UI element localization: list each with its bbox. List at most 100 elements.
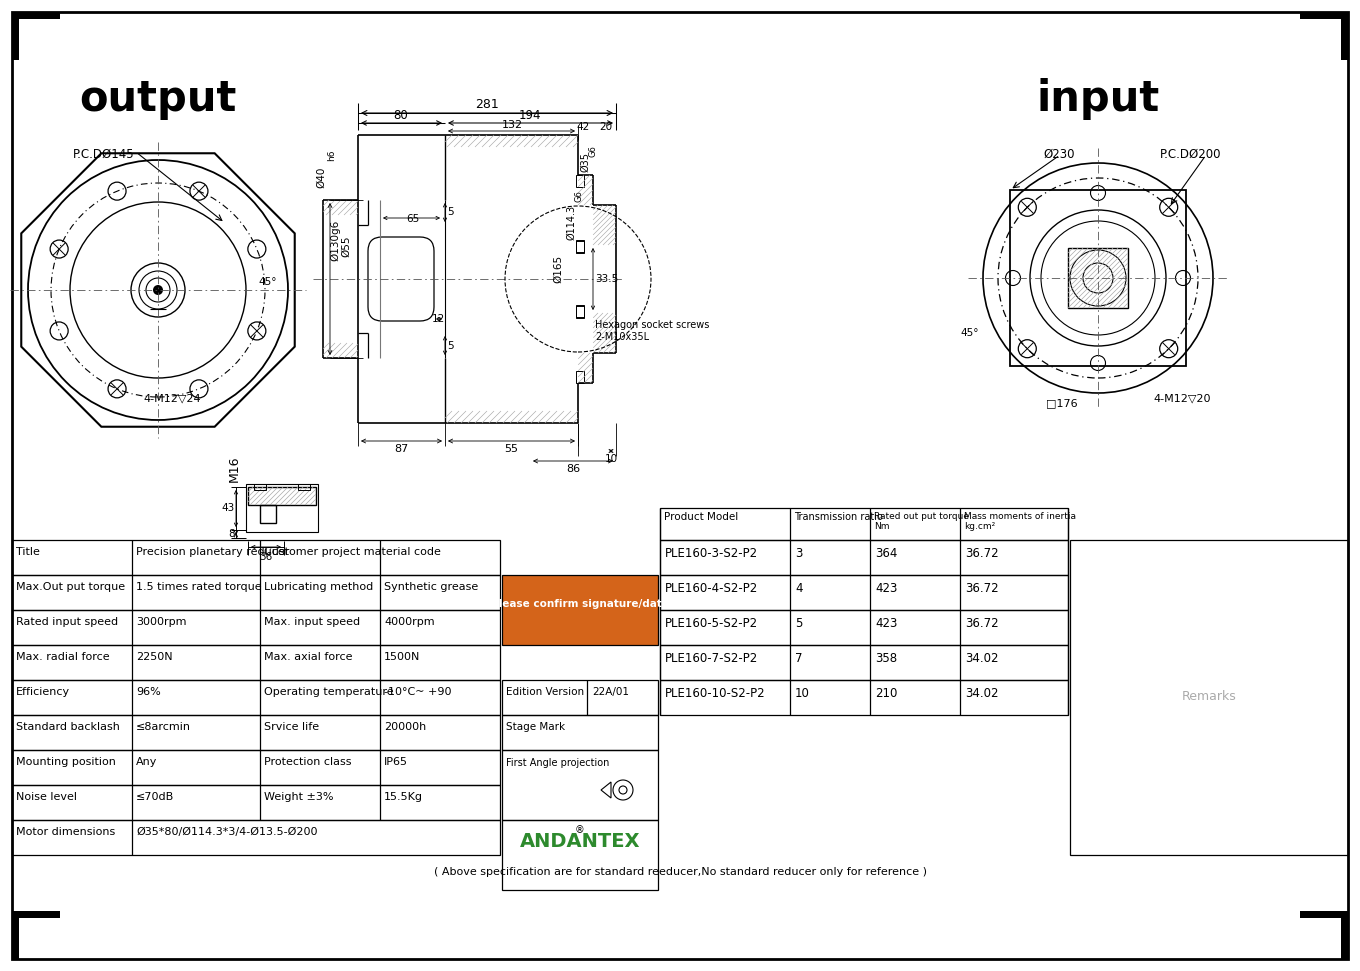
Text: Customer project material code: Customer project material code (264, 547, 441, 557)
Text: 4000rpm: 4000rpm (384, 617, 435, 627)
Bar (660, 645, 1068, 680)
Text: output: output (79, 78, 237, 120)
Text: PLE160-4-S2-P2: PLE160-4-S2-P2 (665, 582, 759, 595)
Text: Any: Any (136, 757, 158, 767)
Text: input: input (1036, 78, 1160, 120)
Bar (577, 371, 583, 383)
Bar (1070, 540, 1348, 855)
Bar (660, 508, 1068, 540)
Bar (246, 484, 318, 532)
Text: G6: G6 (574, 190, 583, 202)
Text: 12: 12 (431, 314, 445, 324)
Text: Stage Mark: Stage Mark (506, 722, 566, 732)
Text: First Angle projection: First Angle projection (506, 758, 609, 768)
Text: Srvice life: Srvice life (264, 722, 320, 732)
Text: 33.5: 33.5 (596, 274, 619, 284)
Bar (577, 305, 583, 317)
Text: PLE160-5-S2-P2: PLE160-5-S2-P2 (665, 617, 758, 630)
Bar (12, 680, 500, 715)
Text: Operating temperature: Operating temperature (264, 687, 393, 697)
Text: 1.5 times rated torque: 1.5 times rated torque (136, 582, 261, 592)
Bar (12, 540, 500, 575)
Text: 4-M12▽20: 4-M12▽20 (1153, 393, 1210, 403)
Text: Ø35: Ø35 (579, 152, 590, 172)
Text: -10°C~ +90: -10°C~ +90 (384, 687, 452, 697)
Text: Hexagon socket screws
2-M10x35L: Hexagon socket screws 2-M10x35L (596, 320, 710, 342)
Text: Precision planetary reducer: Precision planetary reducer (136, 547, 290, 557)
Text: 423: 423 (874, 582, 898, 595)
Text: Transmission ratio: Transmission ratio (794, 512, 883, 522)
Text: P.C.DØ200: P.C.DØ200 (1160, 148, 1221, 161)
Bar (12, 820, 500, 855)
Text: 45°: 45° (960, 328, 978, 338)
Text: Max.Out put torque: Max.Out put torque (16, 582, 125, 592)
Text: 1500N: 1500N (384, 652, 420, 662)
Bar (12, 750, 500, 785)
Text: 8: 8 (228, 529, 235, 539)
Text: 22A/01: 22A/01 (592, 687, 628, 697)
Text: 358: 358 (874, 652, 898, 665)
Text: Ø130g6: Ø130g6 (329, 220, 340, 261)
Text: 3000rpm: 3000rpm (136, 617, 186, 627)
Text: 10: 10 (796, 687, 809, 700)
Text: Lubricating method: Lubricating method (264, 582, 373, 592)
Text: Efficiency: Efficiency (16, 687, 71, 697)
Text: PLE160-3-S2-P2: PLE160-3-S2-P2 (665, 547, 758, 560)
Text: 45°: 45° (258, 277, 276, 287)
Text: IP65: IP65 (384, 757, 408, 767)
Bar (12, 715, 500, 750)
Bar (502, 575, 658, 645)
Text: ≤8arcmin: ≤8arcmin (136, 722, 190, 732)
Text: Rated input speed: Rated input speed (16, 617, 118, 627)
Text: □176: □176 (1046, 398, 1077, 408)
Text: Ø55: Ø55 (341, 235, 351, 256)
Text: 132: 132 (502, 120, 522, 130)
Circle shape (152, 285, 163, 295)
Bar (502, 820, 658, 890)
Bar (248, 487, 316, 505)
Text: Mass moments of inertia
kg.cm²: Mass moments of inertia kg.cm² (964, 512, 1076, 531)
Text: 34.02: 34.02 (966, 687, 998, 700)
Text: 5: 5 (447, 341, 454, 351)
Text: 34.02: 34.02 (966, 652, 998, 665)
Text: 80: 80 (393, 109, 408, 122)
Text: PLE160-10-S2-P2: PLE160-10-S2-P2 (665, 687, 766, 700)
Text: 5: 5 (796, 617, 802, 630)
Text: ( Above specification are for standard reeducer,No standard reducer only for ref: ( Above specification are for standard r… (434, 867, 926, 877)
Bar (1300, 12, 1348, 19)
Text: 36: 36 (260, 552, 272, 562)
Text: 281: 281 (475, 98, 499, 111)
Bar (577, 306, 583, 318)
Bar (1010, 190, 1186, 366)
Text: 36.72: 36.72 (966, 617, 998, 630)
Text: ANDANTEX: ANDANTEX (520, 832, 641, 851)
Text: 7: 7 (796, 652, 802, 665)
Text: Ø230: Ø230 (1043, 148, 1074, 161)
Bar (577, 175, 583, 187)
Text: 210: 210 (874, 687, 898, 700)
Text: Edition Version: Edition Version (506, 687, 585, 697)
Text: Product Model: Product Model (664, 512, 738, 522)
Text: 364: 364 (874, 547, 898, 560)
Text: ®: ® (575, 825, 585, 835)
Bar (1068, 248, 1127, 308)
Text: 4-M12▽24: 4-M12▽24 (143, 393, 201, 403)
Bar (502, 680, 658, 715)
Text: Standard backlash: Standard backlash (16, 722, 120, 732)
Text: 10: 10 (604, 454, 617, 464)
Bar (1300, 911, 1348, 918)
Text: 20: 20 (600, 122, 612, 132)
Bar (12, 575, 500, 610)
Text: 43: 43 (222, 503, 235, 513)
Text: 36.72: 36.72 (966, 547, 998, 560)
Text: P.C.DØ145: P.C.DØ145 (73, 148, 135, 161)
Text: Ø165: Ø165 (554, 255, 563, 284)
Bar (577, 240, 583, 252)
Text: Weight ±3%: Weight ±3% (264, 792, 333, 802)
Bar (12, 911, 60, 918)
Text: 2250N: 2250N (136, 652, 173, 662)
Bar (298, 484, 310, 490)
Bar (660, 610, 1068, 645)
Text: Max. radial force: Max. radial force (16, 652, 110, 662)
Bar (1341, 12, 1348, 60)
